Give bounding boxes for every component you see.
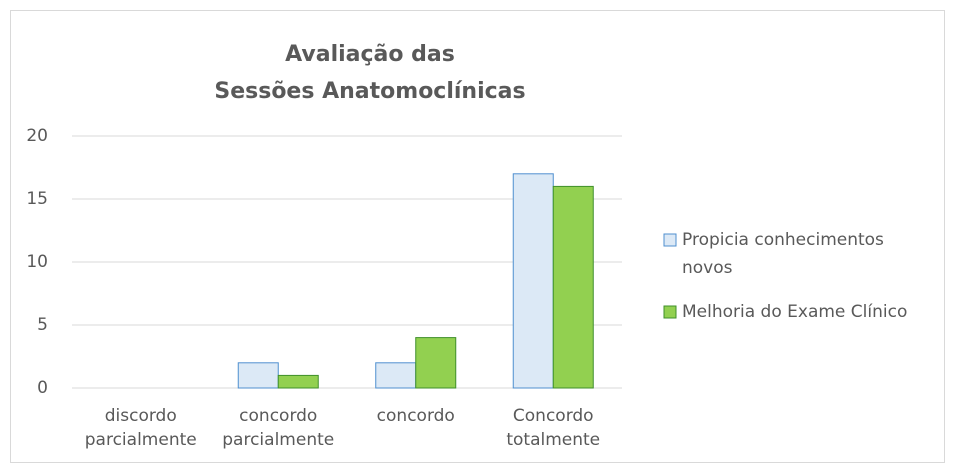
x-tick-label: concordo parcialmente <box>222 406 335 450</box>
bar <box>552 185 594 389</box>
legend-label: Propicia conhecimentos novos <box>682 230 884 278</box>
y-tick-label: 10 <box>26 252 48 272</box>
chart-title: Sessões Anatomoclínicas <box>214 79 525 104</box>
x-tick-label: concordo <box>376 406 455 426</box>
legend-label: Melhoria do Exame Clínico <box>682 302 908 322</box>
y-tick-label: 5 <box>37 315 48 335</box>
bar <box>375 362 417 389</box>
bar <box>277 374 319 389</box>
bar <box>512 173 554 389</box>
bar <box>415 337 457 389</box>
legend-swatch <box>663 305 677 319</box>
y-tick-label: 0 <box>37 378 48 398</box>
y-tick-label: 20 <box>26 126 48 146</box>
bar <box>237 362 279 389</box>
chart-border <box>10 10 945 463</box>
x-tick-label: discordo parcialmente <box>84 406 197 450</box>
y-tick-label: 15 <box>26 189 48 209</box>
chart-title: Avaliação das <box>285 42 455 67</box>
legend-swatch <box>663 233 677 247</box>
x-tick-label: Concordo totalmente <box>506 406 601 450</box>
